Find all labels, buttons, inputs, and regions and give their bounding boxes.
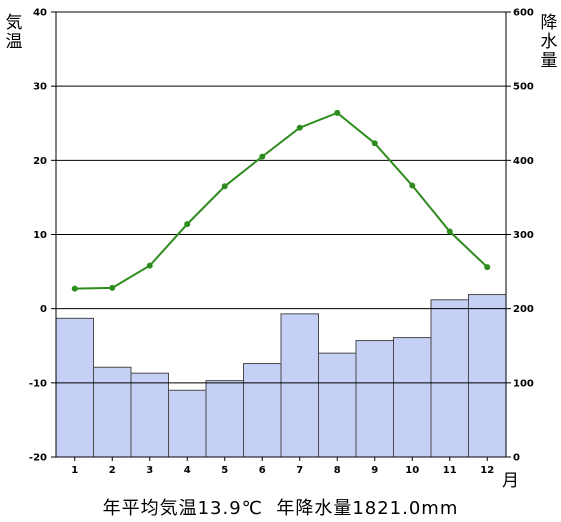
left-tick-label-20: 20 [33,156,47,167]
month-tick-label-6: 6 [259,465,266,476]
temperature-point-11 [446,228,453,235]
temperature-point-3 [146,262,153,269]
precip-bar-5 [205,380,244,458]
precip-bar-8 [318,352,357,458]
month-tick-label-9: 9 [371,465,378,476]
left-tick-label-10: 10 [33,230,47,241]
temperature-point-6 [259,153,266,160]
temperature-point-5 [221,183,228,190]
right-tick-label-300: 300 [513,230,534,241]
temperature-point-2 [109,284,116,291]
right-tick-label-100: 100 [513,378,534,389]
temperature-point-8 [334,109,341,116]
precip-bar-11 [430,299,469,458]
month-tick-label-7: 7 [296,465,303,476]
month-tick-label-1: 1 [71,465,78,476]
precip-bar-4 [168,389,207,458]
month-tick-label-3: 3 [146,465,153,476]
month-tick-label-8: 8 [334,465,341,476]
temperature-point-1 [71,285,78,292]
temperature-point-10 [409,182,416,189]
precip-bar-6 [243,363,282,458]
precip-bar-10 [393,337,432,458]
temperature-point-9 [371,140,378,147]
precip-bar-9 [355,340,394,458]
precip-bar-7 [280,313,319,458]
precip-bar-1 [55,317,94,458]
month-axis-label: 月 [502,471,519,491]
right-tick-label-500: 500 [513,82,534,93]
precip-bar-12 [468,294,507,458]
climate-summary: 年平均気温13.9℃ 年降水量1821.0mm [102,498,459,519]
right-tick-label-200: 200 [513,304,534,315]
month-tick-label-2: 2 [109,465,116,476]
right-tick-label-600: 600 [513,8,534,19]
temperature-point-4 [184,221,191,228]
temperature-point-12 [484,264,491,271]
right-tick-label-0: 0 [513,453,520,464]
right-tick-label-400: 400 [513,156,534,167]
month-tick-label-5: 5 [221,465,228,476]
temperature-point-7 [296,124,303,131]
left-tick-label-40: 40 [33,8,47,19]
month-tick-label-12: 12 [480,465,494,476]
left-tick-label-30: 30 [33,82,47,93]
left-tick-label-0: 0 [40,304,47,315]
left-tick-label--20: -20 [29,453,47,464]
precipitation-axis-label: 降水量 [540,13,558,71]
temperature-line [74,111,488,290]
precip-bar-3 [130,372,169,458]
month-tick-label-11: 11 [443,465,457,476]
left-tick-label--10: -10 [29,378,47,389]
month-tick-label-4: 4 [184,465,191,476]
precip-bar-2 [93,366,132,458]
temperature-axis-label: 気温 [5,13,23,52]
month-tick-label-10: 10 [405,465,419,476]
